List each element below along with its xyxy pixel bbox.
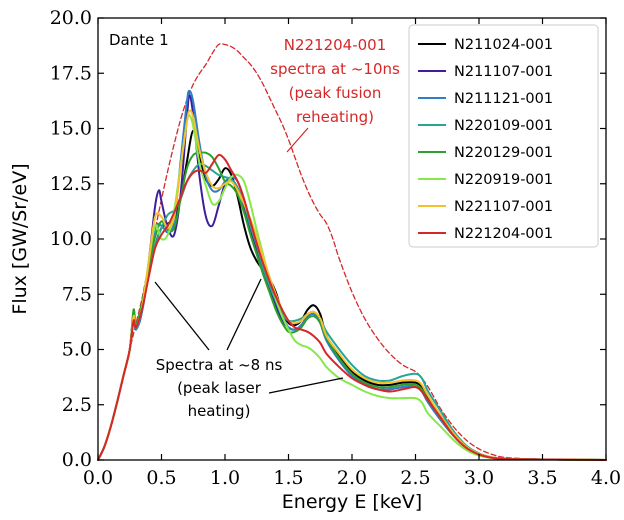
legend-label-3: N220109-001 (454, 118, 553, 134)
y-tick-label-3: 7.5 (62, 283, 92, 305)
red-annotation-line-2: spectra at ~10ns (270, 60, 400, 78)
legend-label-0: N211024-001 (454, 37, 553, 53)
black-pointer-bottom (268, 377, 344, 394)
legend-label-1: N211107-001 (454, 64, 553, 80)
annotation-red: N221204-001 spectra at ~10ns (peak fusio… (270, 36, 400, 153)
annotation-black: Spectra at ~8 ns (peak laser heating) (154, 278, 344, 420)
legend: N211024-001 N211107-001 N211121-001 N220109… (408, 24, 599, 248)
red-annotation-line-3: (peak fusion (289, 84, 382, 102)
x-tick-label-8: 4.0 (591, 467, 621, 489)
y-tick-label-7: 17.5 (50, 62, 92, 84)
y-tick-label-2: 5.0 (62, 339, 92, 361)
black-pointer-left (154, 281, 210, 351)
y-tick-label-4: 10.0 (50, 228, 92, 250)
ticks-layer: 0.0 0.5 1.0 1.5 2.0 2.5 3.0 3.5 4.0 0.0 2.5 5.0 7.5 1… (50, 7, 621, 489)
legend-items: N211024-001 N211107-001 N211121-001 N220109… (418, 37, 553, 242)
legend-label-5: N220919-001 (454, 172, 553, 188)
y-tick-label-6: 15.0 (50, 118, 92, 140)
corner-label: Dante 1 (109, 31, 169, 49)
x-tick-label-1: 0.5 (146, 467, 176, 489)
black-annotation-line-1: Spectra at ~8 ns (156, 356, 283, 374)
legend-label-6: N221107-001 (454, 199, 553, 215)
black-pointer-right (226, 278, 262, 351)
series-line-6 (97, 109, 607, 461)
legend-label-2: N211121-001 (454, 91, 553, 107)
x-tick-label-3: 1.5 (273, 467, 303, 489)
legend-label-7: N221204-001 (454, 226, 553, 242)
x-tick-label-7: 3.5 (527, 467, 557, 489)
y-tick-label-5: 12.5 (50, 173, 92, 195)
x-axis-title: Energy E [keV] (282, 491, 422, 513)
y-tick-label-1: 2.5 (62, 394, 92, 416)
y-axis-title: Flux [GW/Sr/eV] (9, 163, 31, 314)
x-tick-label-5: 2.5 (400, 467, 430, 489)
black-annotation-line-3: heating) (188, 402, 251, 420)
x-tick-label-0: 0.0 (83, 467, 113, 489)
series-layer (97, 43, 607, 461)
y-tick-label-0: 0.0 (62, 449, 92, 471)
x-tick-label-6: 3.0 (464, 467, 494, 489)
series-line-7 (97, 153, 607, 461)
red-annotation-line-4: reheating) (296, 108, 374, 126)
x-tick-label-4: 2.0 (337, 467, 367, 489)
y-tick-label-8: 20.0 (50, 7, 92, 29)
legend-box (408, 24, 599, 248)
x-tick-label-2: 1.0 (210, 467, 240, 489)
black-annotation-line-2: (peak laser (177, 379, 262, 397)
legend-label-4: N220129-001 (454, 145, 553, 161)
red-annotation-pointer (286, 127, 309, 153)
red-annotation-line-1: N221204-001 (284, 36, 387, 54)
